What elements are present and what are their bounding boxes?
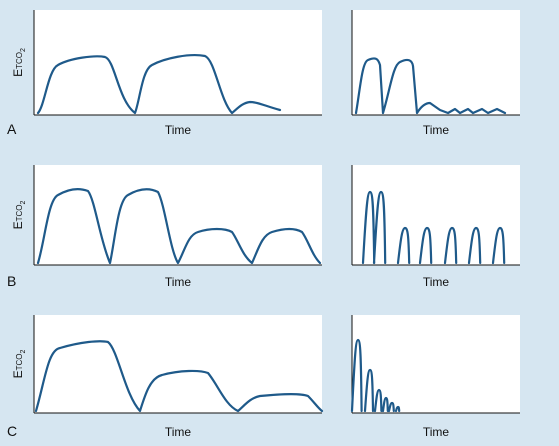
y-axis-label: ETCO2 bbox=[11, 350, 27, 379]
waveform bbox=[36, 54, 282, 115]
plot-area bbox=[34, 10, 322, 115]
y-axis-label-part: E bbox=[11, 69, 25, 77]
y-axis-label-part: E bbox=[11, 221, 25, 229]
panel-label: B bbox=[7, 273, 16, 289]
plot-area bbox=[34, 315, 322, 413]
y-axis-label-part: E bbox=[11, 370, 25, 378]
waveform bbox=[354, 57, 507, 115]
x-axis-label: Time bbox=[165, 425, 192, 439]
x-axis-label: Time bbox=[165, 123, 192, 137]
x-axis-label: Time bbox=[165, 275, 192, 289]
y-axis-label-part: 2 bbox=[20, 350, 27, 354]
waveform bbox=[36, 188, 322, 265]
panel-label: A bbox=[7, 121, 17, 137]
x-axis-label: Time bbox=[423, 275, 450, 289]
waveform bbox=[361, 190, 506, 265]
panel-label: C bbox=[7, 423, 17, 439]
plot-area bbox=[352, 10, 520, 115]
plot-area bbox=[352, 165, 520, 265]
x-axis-label: Time bbox=[423, 123, 450, 137]
x-axis-label: Time bbox=[423, 425, 450, 439]
y-axis-label-part: 2 bbox=[20, 48, 27, 52]
y-axis-label-part: 2 bbox=[20, 201, 27, 205]
y-axis-label-part: TCO bbox=[15, 52, 24, 69]
y-axis-label-part: TCO bbox=[15, 205, 24, 222]
waveform bbox=[34, 340, 324, 413]
plot-area bbox=[34, 165, 322, 265]
y-axis-label: ETCO2 bbox=[11, 48, 27, 77]
waveform bbox=[350, 338, 401, 413]
y-axis-label: ETCO2 bbox=[11, 201, 27, 230]
y-axis-label-part: TCO bbox=[15, 354, 24, 371]
